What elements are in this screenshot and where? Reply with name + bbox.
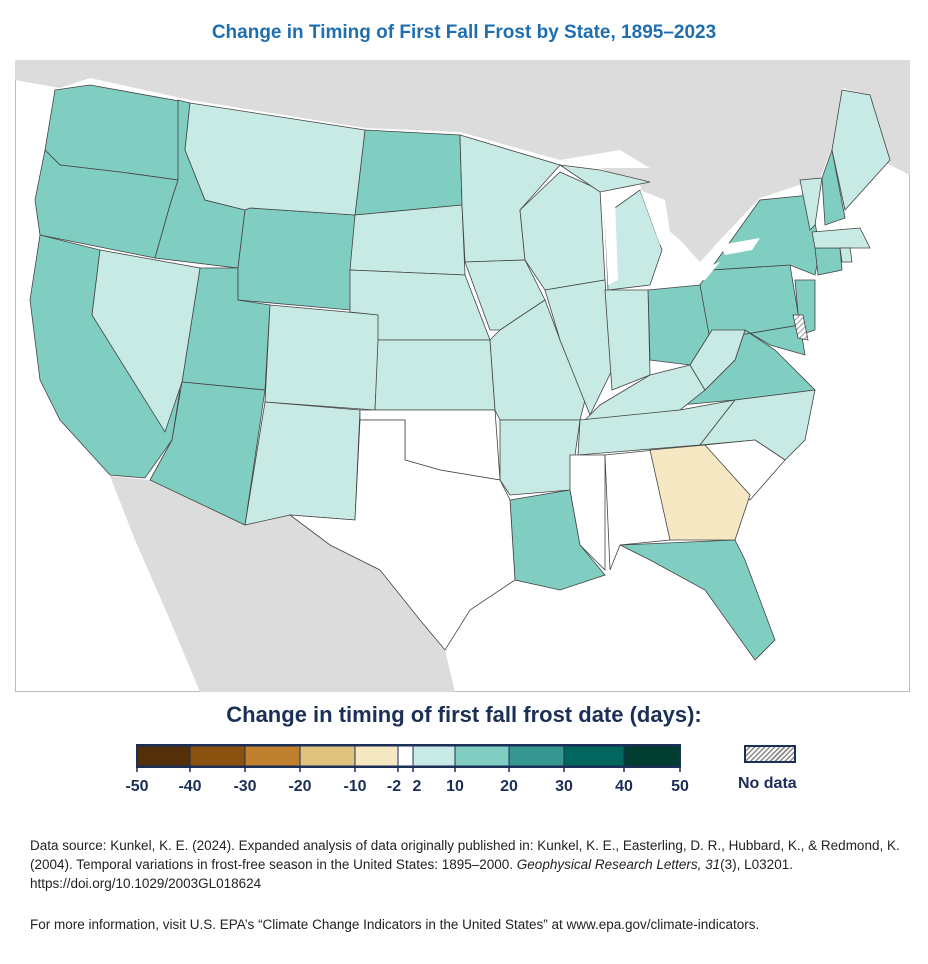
legend-title: Change in timing of first fall frost dat… <box>226 702 702 727</box>
map-title: Change in Timing of First Fall Frost by … <box>211 22 717 43</box>
state-nm <box>244 401 361 526</box>
state-fl <box>618 539 776 661</box>
state-ks <box>374 339 496 411</box>
state-miu <box>559 164 651 193</box>
legend-bin <box>354 745 399 767</box>
citation-text: Data source: Kunkel, K. E. (2024). Expan… <box>30 838 900 872</box>
no-data-swatch <box>744 745 796 763</box>
citation-journal: Geophysical Research Letters, 31 <box>516 857 721 872</box>
legend-tick-label: 30 <box>555 778 573 795</box>
legend-tick-label: -10 <box>343 778 366 795</box>
legend-bin <box>563 745 625 767</box>
state-sd <box>349 204 466 276</box>
state-il <box>544 279 613 416</box>
legend-tick-label: -50 <box>125 778 148 795</box>
legend-bin <box>244 745 301 767</box>
state-tx <box>288 419 516 651</box>
legend-tick-label: -2 <box>387 778 401 795</box>
lake-ontario <box>720 238 760 255</box>
state-vt <box>799 177 823 231</box>
state-ms <box>569 454 606 571</box>
legend-tick-label: 2 <box>413 778 422 795</box>
legend-tick-label: 10 <box>446 778 464 795</box>
more-info-text: For more information, visit U.S. EPA’s “… <box>30 917 760 932</box>
data-source-citation: Data source: Kunkel, K. E. (2024). Expan… <box>30 836 900 893</box>
canada-land <box>15 60 910 262</box>
state-ct <box>814 247 843 276</box>
state-nh <box>821 148 846 226</box>
color-legend: -50 -40 -30 -20 -10 -2 2 10 20 30 40 50 <box>125 744 689 795</box>
legend-tick-label: -20 <box>288 778 311 795</box>
legend-bin <box>508 745 565 767</box>
lake-huron <box>640 190 672 245</box>
state-ga <box>649 444 751 541</box>
legend-bin <box>299 745 356 767</box>
legend-bin <box>136 745 191 767</box>
state-al <box>604 449 671 571</box>
mexico-land <box>110 476 455 692</box>
state-ri <box>839 247 853 263</box>
citation-doi: (3), L03201. https://doi.org/10.1029/200… <box>30 857 793 891</box>
state-co <box>264 304 381 411</box>
legend-bin <box>397 745 414 767</box>
lake-superior <box>560 150 650 168</box>
legend-bin <box>189 745 246 767</box>
state-in <box>604 289 651 391</box>
legend-tick-label: 50 <box>671 778 689 795</box>
legend-frame <box>136 744 681 768</box>
state-nv <box>91 249 201 433</box>
state-wv <box>689 329 746 391</box>
legend-tick-label: -30 <box>233 778 256 795</box>
state-ma <box>811 227 871 249</box>
state-me <box>831 89 891 211</box>
legend-tick-label: 40 <box>615 778 633 795</box>
state-mt <box>184 102 366 216</box>
state-de <box>792 314 809 341</box>
state-az <box>149 381 266 526</box>
lake-erie <box>660 262 720 285</box>
legend-bin <box>412 745 456 767</box>
lake-michigan <box>604 200 618 285</box>
state-ar <box>499 419 581 496</box>
us-state-map <box>15 60 910 692</box>
legend-bin <box>623 745 681 767</box>
legend-tick-label: 20 <box>500 778 518 795</box>
state-nd <box>354 129 463 216</box>
state-wy <box>237 207 356 311</box>
no-data-label: No data <box>738 775 797 792</box>
state-mi <box>604 189 663 291</box>
legend-tick-label: -40 <box>178 778 201 795</box>
legend-bin <box>454 745 510 767</box>
